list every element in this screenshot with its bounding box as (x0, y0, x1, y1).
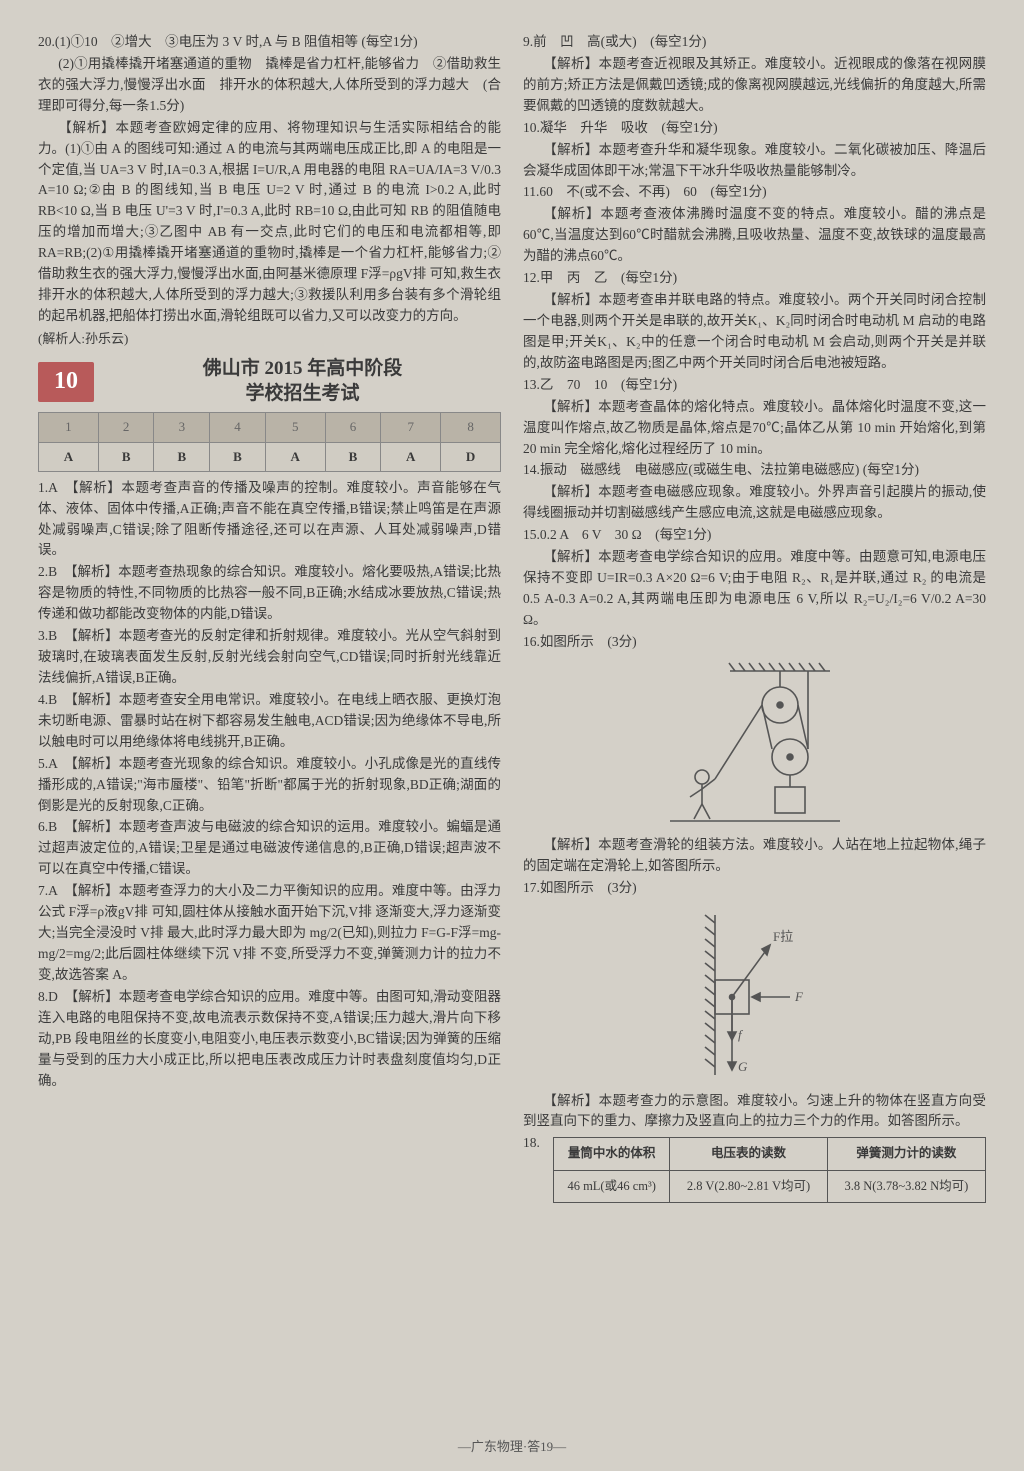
td: B (325, 442, 381, 471)
q10: 10.凝华 升华 吸收 (每空1分) (523, 118, 986, 139)
q14: 14.振动 磁感线 电磁感应(或磁生电、法拉第电磁感应) (每空1分) (523, 460, 986, 481)
right-column: 9.前 凹 高(或大) (每空1分) 【解析】本题考查近视眼及其矫正。难度较小。… (523, 32, 986, 1207)
q18-h3: 弹簧测力计的读数 (827, 1138, 985, 1170)
q7: 7.A 【解析】本题考查浮力的大小及二力平衡知识的应用。难度中等。由浮力公式 F… (38, 881, 501, 986)
q13: 13.乙 70 10 (每空1分) (523, 375, 986, 396)
q16: 16.如图所示 (3分) (523, 632, 986, 653)
label-G: G (738, 1059, 748, 1074)
th: 7 (381, 413, 441, 442)
pulley-diagram (660, 659, 850, 829)
left-column: 20.(1)①10 ②增大 ③电压为 3 V 时,A 与 B 阻值相等 (每空1… (38, 32, 501, 1207)
q9: 9.前 凹 高(或大) (每空1分) (523, 32, 986, 53)
q20-explain: 【解析】本题考查欧姆定律的应用、将物理知识与生活实际相结合的能力。(1)①由 A… (38, 118, 501, 327)
th: 4 (210, 413, 266, 442)
q14-ex: 【解析】本题考查电磁感应现象。难度较小。外界声音引起膜片的振动,使得线圈振动并切… (523, 482, 986, 524)
td: D (441, 442, 501, 471)
label-F: F (794, 989, 804, 1004)
force-diagram: F拉 F f G (660, 905, 850, 1085)
title-line1: 佛山市 2015 年高中阶段 (203, 358, 403, 379)
q20-part1: 20.(1)①10 ②增大 ③电压为 3 V 时,A 与 B 阻值相等 (每空1… (38, 32, 501, 53)
q3: 3.B 【解析】本题考查光的反射定律和折射规律。难度较小。光从空气斜射到玻璃时,… (38, 626, 501, 689)
q16-ex: 【解析】本题考查滑轮的组装方法。难度较小。人站在地上拉起物体,绳子的固定端在定滑… (523, 835, 986, 877)
q8: 8.D 【解析】本题考查电学综合知识的应用。难度中等。由图可知,滑动变阻器连入电… (38, 987, 501, 1092)
th: 1 (39, 413, 99, 442)
q4: 4.B 【解析】本题考查安全用电常识。难度较小。在电线上晒衣服、更换灯泡未切断电… (38, 690, 501, 753)
q6: 6.B 【解析】本题考查声波与电磁波的综合知识的运用。难度较小。蝙蝠是通过超声波… (38, 817, 501, 880)
q18-c3: 3.8 N(3.78~3.82 N均可) (827, 1170, 985, 1202)
table-answer-row: A B B B A B A D (39, 442, 501, 471)
section-title: 佛山市 2015 年高中阶段 学校招生考试 (104, 357, 501, 406)
th: 8 (441, 413, 501, 442)
q15-ex: 【解析】本题考查电学综合知识的应用。难度中等。由题意可知,电源电压保持不变即 U… (523, 547, 986, 631)
q18-c2: 2.8 V(2.80~2.81 V均可) (670, 1170, 828, 1202)
q18-label: 18. (523, 1133, 540, 1154)
table-head-row: 1 2 3 4 5 6 7 8 (39, 413, 501, 442)
th: 5 (265, 413, 325, 442)
q11-ex: 【解析】本题考查液体沸腾时温度不变的特点。难度较小。醋的沸点是60℃,当温度达到… (523, 204, 986, 267)
q2: 2.B 【解析】本题考查热现象的综合知识。难度较小。熔化要吸热,A错误;比热容是… (38, 562, 501, 625)
td: B (210, 442, 266, 471)
q18-c1: 46 mL(或46 cm³) (554, 1170, 670, 1202)
q15: 15.0.2 A 6 V 30 Ω (每空1分) (523, 525, 986, 546)
q5: 5.A 【解析】本题考查光现象的综合知识。难度较小。小孔成像是光的直线传播形成的… (38, 754, 501, 817)
label-Fla: F拉 (773, 929, 793, 944)
q18-table: 量筒中水的体积 电压表的读数 弹簧测力计的读数 46 mL(或46 cm³) 2… (553, 1137, 986, 1203)
q18-h1: 量筒中水的体积 (554, 1138, 670, 1170)
q12-ex: 【解析】本题考查串并联电路的特点。难度较小。两个开关同时闭合控制一个电器,则两个… (523, 290, 986, 374)
q18-h2: 电压表的读数 (670, 1138, 828, 1170)
td: A (39, 442, 99, 471)
q9-ex: 【解析】本题考查近视眼及其矫正。难度较小。近视眼成的像落在视网膜的前方;矫正方法… (523, 54, 986, 117)
q12: 12.甲 丙 乙 (每空1分) (523, 268, 986, 289)
q13-ex: 【解析】本题考查晶体的熔化特点。难度较小。晶体熔化时温度不变,这一温度叫作熔点,… (523, 397, 986, 460)
q17-ex: 【解析】本题考查力的示意图。难度较小。匀速上升的物体在竖直方向受到竖直向下的重力… (523, 1091, 986, 1133)
td: A (265, 442, 325, 471)
title-line2: 学校招生考试 (245, 383, 359, 404)
th: 2 (98, 413, 154, 442)
q1: 1.A 【解析】本题考查声音的传播及噪声的控制。难度较小。声音能够在气体、液体、… (38, 478, 501, 562)
td: B (154, 442, 210, 471)
label-f: f (738, 1027, 744, 1042)
td: B (98, 442, 154, 471)
section-badge: 10 (38, 362, 94, 402)
q11: 11.60 不(或不会、不再) 60 (每空1分) (523, 182, 986, 203)
th: 3 (154, 413, 210, 442)
answer-table: 1 2 3 4 5 6 7 8 A B B B A B A D (38, 412, 501, 471)
q17: 17.如图所示 (3分) (523, 878, 986, 899)
page-footer: —广东物理·答19— (0, 1437, 1024, 1457)
section-header: 10 佛山市 2015 年高中阶段 学校招生考试 (38, 357, 501, 406)
td: A (381, 442, 441, 471)
th: 6 (325, 413, 381, 442)
q20-part2: (2)①用撬棒撬开堵塞通道的重物 撬棒是省力杠杆,能够省力 ②借助救生衣的强大浮… (38, 54, 501, 117)
q10-ex: 【解析】本题考查升华和凝华现象。难度较小。二氧化碳被加压、降温后会凝华成固体即干… (523, 140, 986, 182)
byline: (解析人:孙乐云) (38, 329, 501, 349)
